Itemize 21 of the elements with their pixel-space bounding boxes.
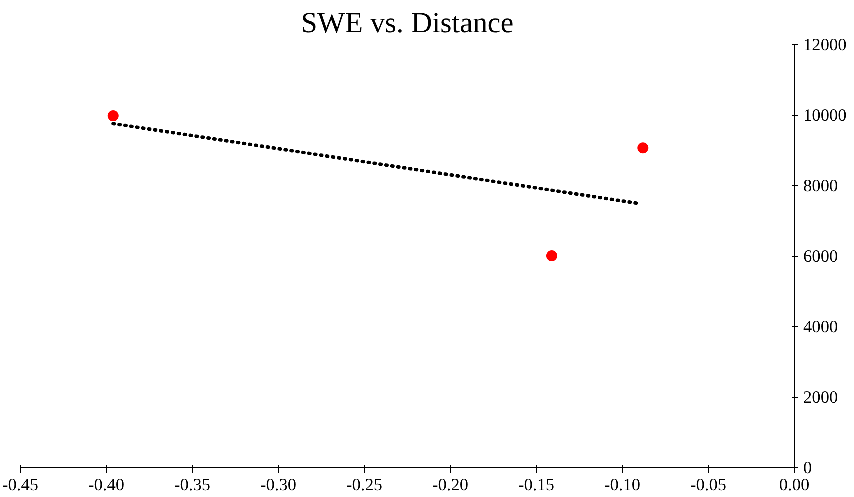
x-tick-label: 0.00 — [779, 476, 810, 494]
y-tick-label: 0 — [804, 458, 812, 478]
y-tick-label: 10000 — [804, 106, 847, 125]
x-tick-label: -0.30 — [260, 476, 297, 494]
x-tick-label: -0.05 — [690, 476, 727, 494]
x-tick-label: -0.20 — [432, 476, 469, 494]
y-tick-label: 4000 — [804, 318, 838, 336]
point — [638, 142, 649, 154]
x-tick-label: -0.10 — [604, 476, 641, 494]
y-tick-label: 2000 — [804, 388, 838, 407]
x-tick-label: -0.40 — [88, 476, 125, 494]
chart-title: SWE vs. Distance — [301, 8, 514, 40]
x-tick-label: -0.35 — [174, 476, 211, 494]
point — [108, 110, 119, 122]
x-tick-label: -0.45 — [2, 476, 39, 494]
point — [546, 250, 558, 262]
y-tick-label: 8000 — [804, 176, 838, 196]
x-tick-label: -0.25 — [346, 476, 383, 494]
y-tick-label: 6000 — [804, 247, 838, 266]
x-tick-label: -0.15 — [518, 476, 555, 494]
y-tick-label: 12000 — [804, 36, 847, 54]
